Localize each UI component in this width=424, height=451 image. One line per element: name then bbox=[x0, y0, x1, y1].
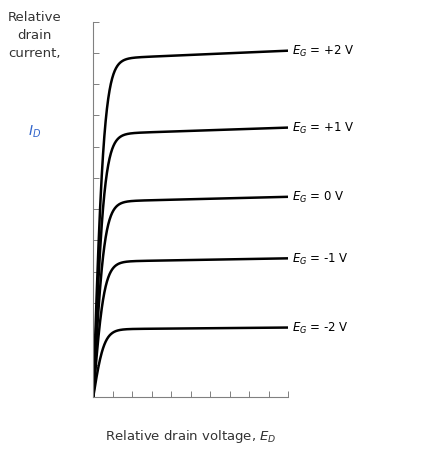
Text: $\it{I}_D$: $\it{I}_D$ bbox=[28, 124, 41, 140]
Text: Relative
drain
current,: Relative drain current, bbox=[8, 11, 61, 60]
Text: $E_G$ = -1 V: $E_G$ = -1 V bbox=[292, 251, 349, 266]
Text: $E_G$ = +1 V: $E_G$ = +1 V bbox=[292, 121, 355, 136]
Text: Relative drain voltage, $\it{E}_D$: Relative drain voltage, $\it{E}_D$ bbox=[105, 427, 276, 444]
Text: $E_G$ = -2 V: $E_G$ = -2 V bbox=[292, 320, 349, 336]
Text: $E_G$ = +2 V: $E_G$ = +2 V bbox=[292, 44, 355, 59]
Text: $E_G$ = 0 V: $E_G$ = 0 V bbox=[292, 190, 345, 205]
